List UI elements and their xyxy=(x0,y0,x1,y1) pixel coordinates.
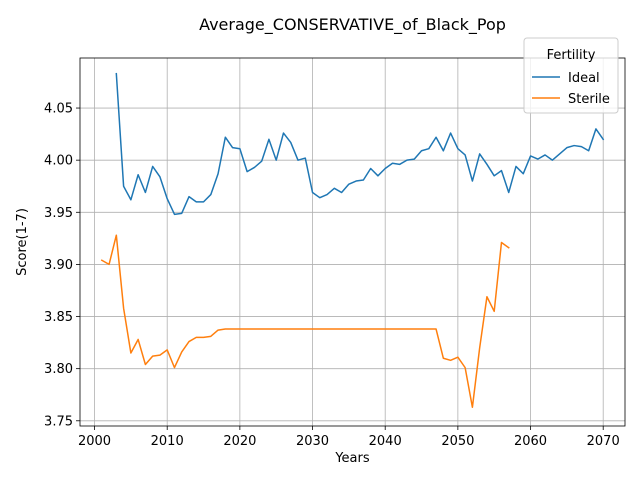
series-layer xyxy=(100,72,605,408)
y-tick-label: 3.85 xyxy=(44,310,73,325)
x-tick-label: 2060 xyxy=(514,434,547,449)
x-tick-label: 2050 xyxy=(441,434,474,449)
grid-lines xyxy=(80,58,625,426)
series-line-sterile xyxy=(100,234,510,408)
y-tick-label: 3.80 xyxy=(44,362,73,377)
x-tick-label: 2030 xyxy=(296,434,329,449)
y-axis-ticks: 3.75 3.80 3.85 3.90 3.95 4.00 4.05 xyxy=(44,102,80,429)
plot-frame xyxy=(79,57,626,427)
x-axis-ticks: 2000 2010 2020 2030 2040 2050 2060 2070 xyxy=(78,426,620,449)
y-tick-label: 4.05 xyxy=(44,102,73,117)
y-axis-title: Score(1-7) xyxy=(15,208,30,276)
x-tick-label: 2010 xyxy=(151,434,184,449)
y-tick-label: 4.00 xyxy=(44,154,73,169)
legend-title: Fertility xyxy=(547,48,596,63)
x-tick-label: 2040 xyxy=(369,434,402,449)
y-tick-label: 3.90 xyxy=(44,258,73,273)
y-tick-label: 3.75 xyxy=(44,414,73,429)
y-tick-label: 3.95 xyxy=(44,206,73,221)
x-tick-label: 2020 xyxy=(223,434,256,449)
chart-title: Average_CONSERVATIVE_of_Black_Pop xyxy=(199,15,506,35)
legend: Fertility Ideal Sterile xyxy=(523,37,619,114)
legend-label-ideal: Ideal xyxy=(568,71,600,86)
x-axis-title: Years xyxy=(334,451,370,466)
series-line-ideal xyxy=(115,72,605,216)
legend-label-sterile: Sterile xyxy=(568,92,610,107)
x-tick-label: 2070 xyxy=(587,434,620,449)
x-tick-label: 2000 xyxy=(78,434,111,449)
legend-box xyxy=(523,37,619,114)
